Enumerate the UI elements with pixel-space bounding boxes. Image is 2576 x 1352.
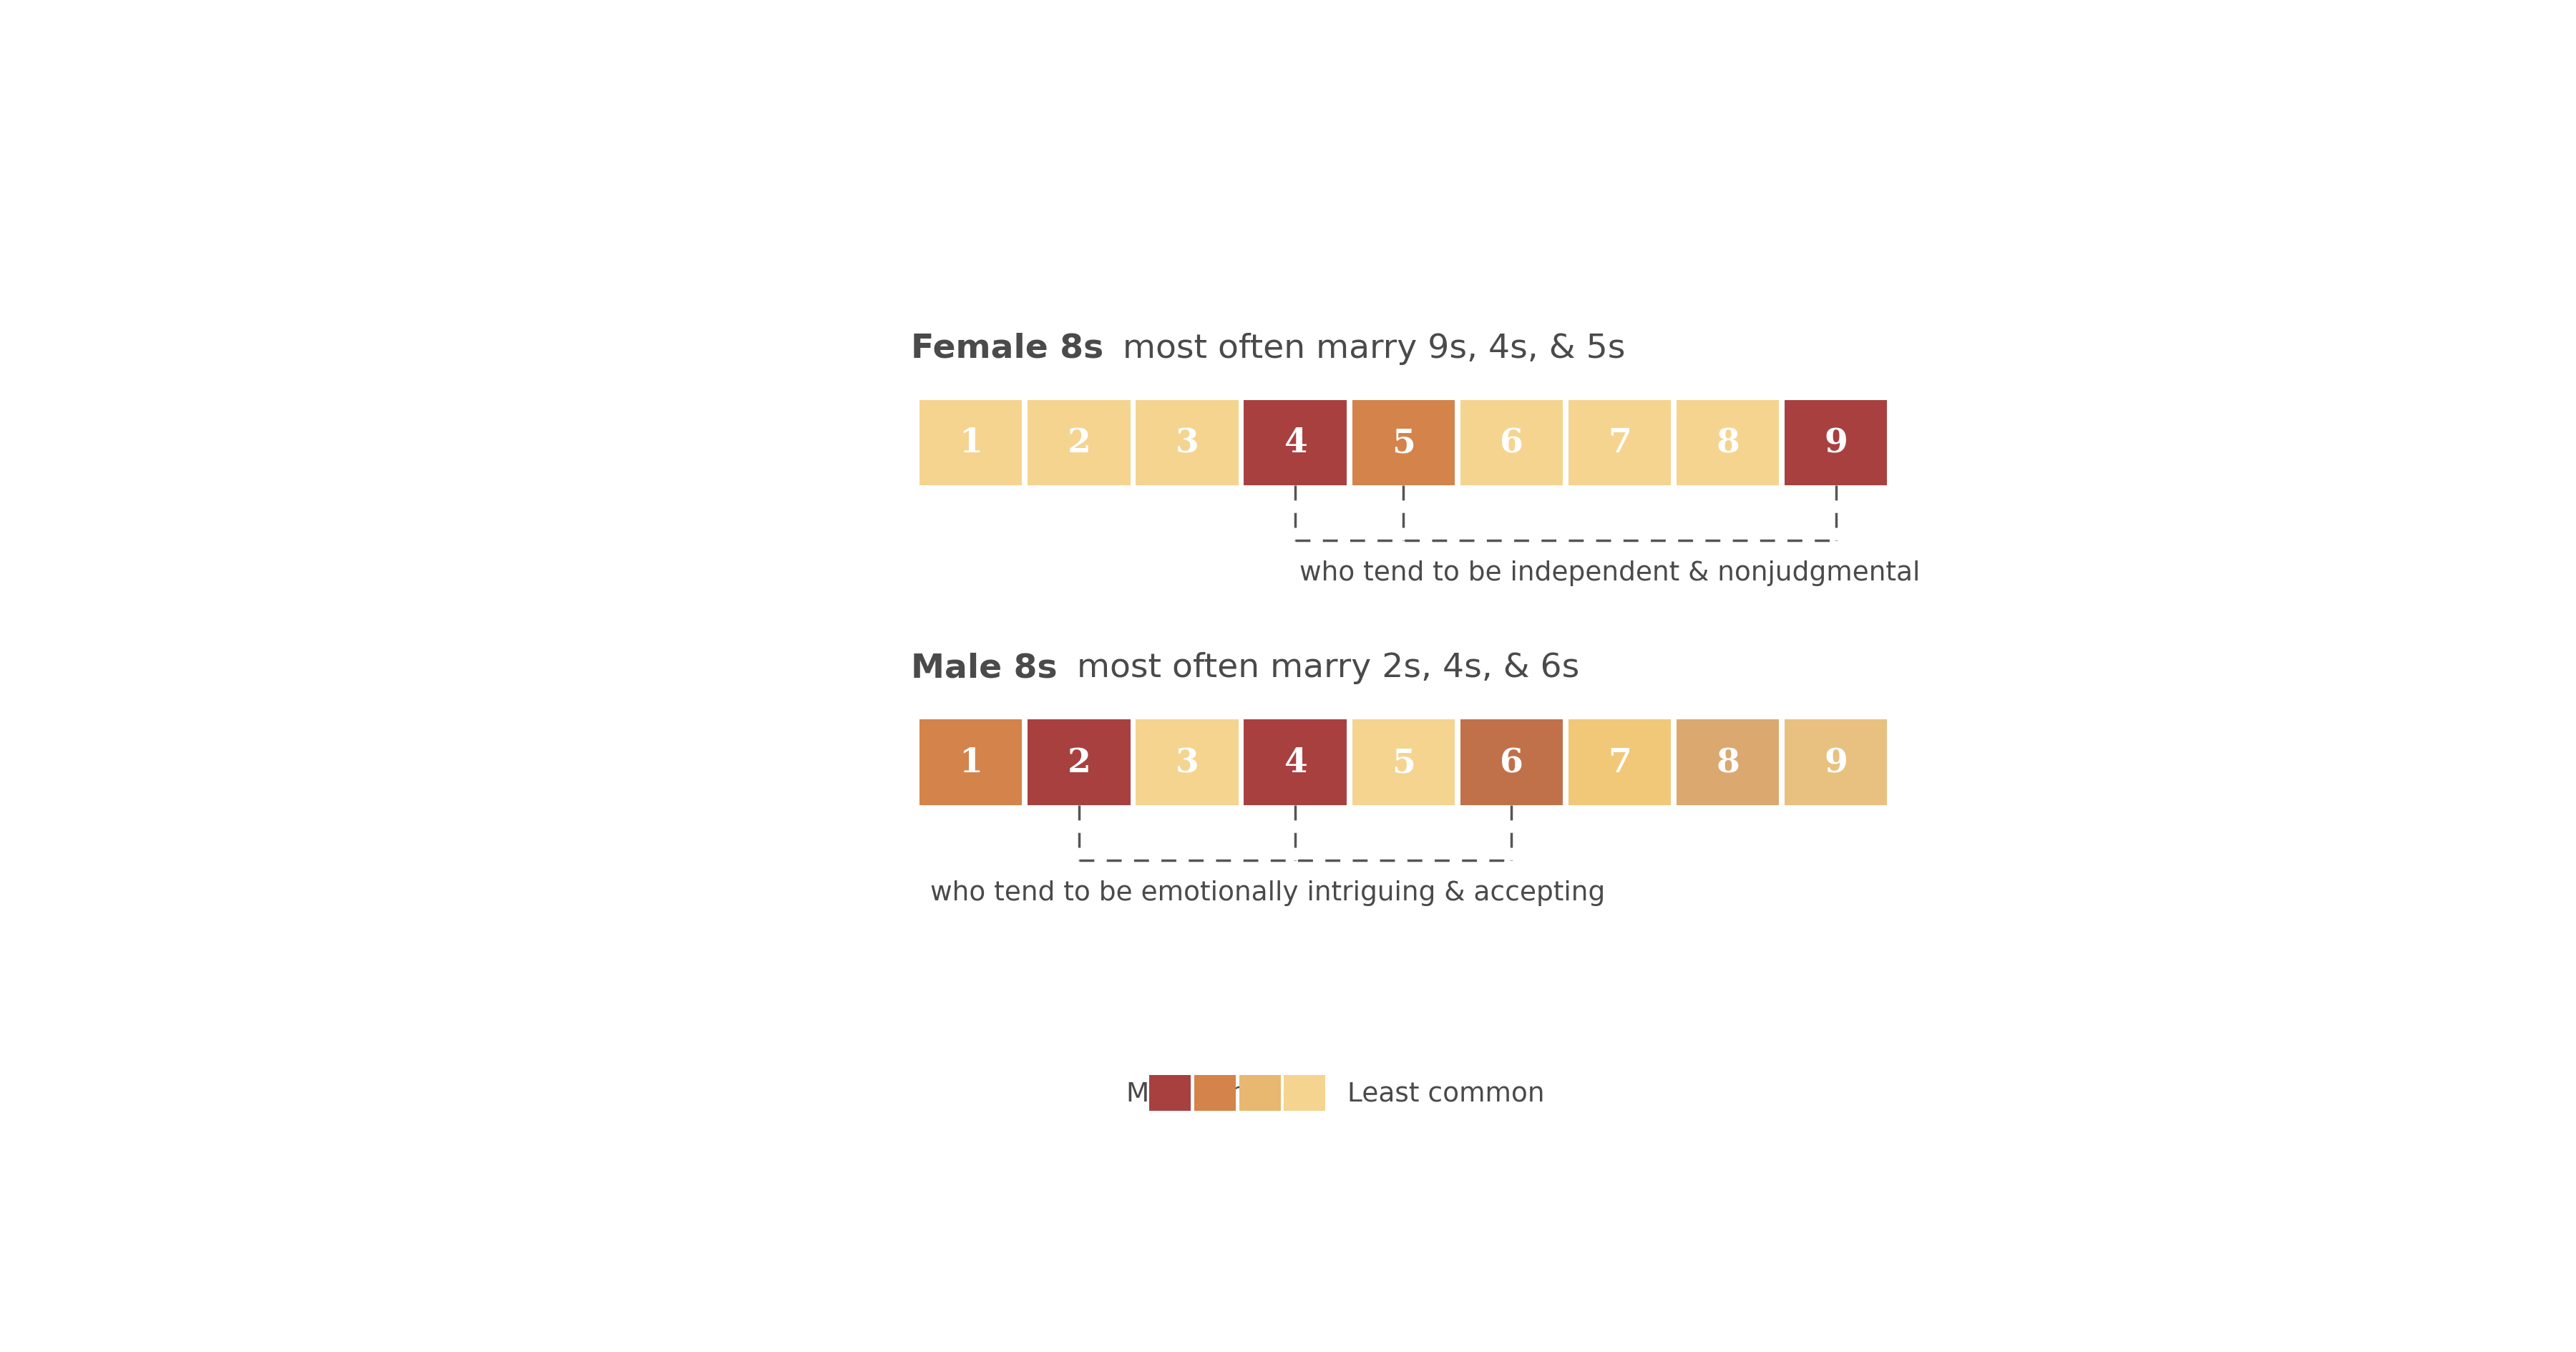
Text: 9: 9: [1824, 746, 1847, 779]
Bar: [1461, 719, 1564, 806]
Bar: [1239, 1075, 1280, 1111]
Bar: [1352, 400, 1455, 485]
Bar: [1028, 719, 1131, 806]
Bar: [1677, 719, 1780, 806]
Bar: [1569, 719, 1672, 806]
Text: Most common: Most common: [1126, 1080, 1316, 1106]
Bar: [1028, 400, 1131, 485]
Text: 6: 6: [1499, 746, 1522, 779]
Bar: [1149, 1075, 1190, 1111]
Bar: [1785, 400, 1888, 485]
Text: 2: 2: [1066, 746, 1090, 779]
Text: most often marry 9s, 4s, & 5s: most often marry 9s, 4s, & 5s: [1113, 333, 1625, 365]
Text: 2: 2: [1066, 427, 1090, 460]
Bar: [1244, 719, 1347, 806]
Text: 5: 5: [1391, 427, 1414, 460]
Text: 1: 1: [958, 427, 981, 460]
Bar: [1461, 400, 1564, 485]
Bar: [920, 400, 1023, 485]
Bar: [1136, 400, 1239, 485]
Text: 7: 7: [1607, 746, 1631, 779]
Text: 4: 4: [1283, 746, 1306, 779]
Text: who tend to be emotionally intriguing & accepting: who tend to be emotionally intriguing & …: [930, 880, 1605, 906]
Bar: [920, 719, 1023, 806]
Text: 4: 4: [1283, 427, 1306, 460]
Bar: [1569, 400, 1672, 485]
Text: 5: 5: [1391, 746, 1414, 779]
Text: 8: 8: [1716, 427, 1739, 460]
Bar: [1352, 719, 1455, 806]
Text: 8: 8: [1716, 746, 1739, 779]
Text: 7: 7: [1607, 427, 1631, 460]
Text: 9: 9: [1824, 427, 1847, 460]
Bar: [1244, 400, 1347, 485]
Text: 3: 3: [1175, 427, 1198, 460]
Text: most often marry 2s, 4s, & 6s: most often marry 2s, 4s, & 6s: [1066, 652, 1579, 684]
Bar: [1677, 400, 1780, 485]
Bar: [1195, 1075, 1236, 1111]
Text: 3: 3: [1175, 746, 1198, 779]
Text: 1: 1: [958, 746, 981, 779]
Text: Male 8s: Male 8s: [912, 652, 1059, 684]
Text: Least common: Least common: [1347, 1080, 1546, 1106]
Text: Female 8s: Female 8s: [912, 333, 1105, 365]
Bar: [1785, 719, 1888, 806]
Bar: [1283, 1075, 1327, 1111]
Bar: [1136, 719, 1239, 806]
Text: 6: 6: [1499, 427, 1522, 460]
Text: who tend to be independent & nonjudgmental: who tend to be independent & nonjudgment…: [1301, 560, 1919, 585]
